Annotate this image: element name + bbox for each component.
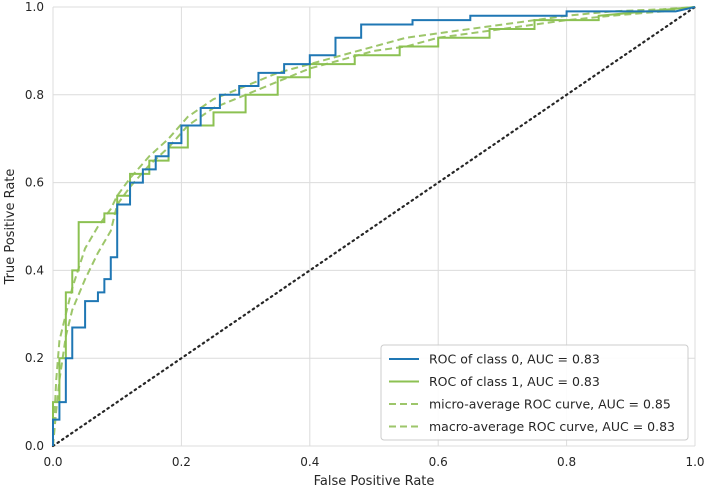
y-tick-label: 0.6 [25, 176, 44, 190]
y-tick-label: 0.2 [25, 351, 44, 365]
x-tick-label: 0.8 [557, 455, 576, 469]
y-tick-label: 1.0 [25, 0, 44, 14]
roc-class-0-line [52, 6, 696, 446]
chance-diagonal-line [51, 5, 697, 448]
x-tick-label: 1.0 [685, 455, 704, 469]
x-tick-label: 0.0 [43, 455, 62, 469]
y-tick-label: 0.0 [25, 439, 44, 453]
x-tick-label: 0.4 [300, 455, 319, 469]
tick-labels: 0.0 0.2 0.4 0.6 0.8 1.0 0.0 0.2 0.4 0.6 0.8 1.0 [25, 0, 705, 469]
legend-label: micro-average ROC curve, AUC = 0.85 [429, 397, 671, 412]
series-layer [51, 5, 697, 448]
legend-label: ROC of class 0, AUC = 0.83 [429, 352, 600, 367]
legend-label: ROC of class 1, AUC = 0.83 [429, 374, 600, 389]
x-axis-label: False Positive Rate [314, 474, 435, 489]
legend-label: macro-average ROC curve, AUC = 0.83 [429, 419, 675, 434]
y-axis-label: True Positive Rate [3, 169, 18, 286]
y-tick-label: 0.8 [25, 88, 44, 102]
x-tick-label: 0.2 [172, 455, 191, 469]
legend-box [380, 344, 689, 441]
grid [52, 6, 696, 447]
legend: ROC of class 0, AUC = 0.83 ROC of class 1… [380, 344, 689, 441]
y-tick-label: 0.4 [25, 263, 44, 277]
macro-average-roc-line [52, 6, 696, 447]
x-tick-label: 0.6 [429, 455, 448, 469]
